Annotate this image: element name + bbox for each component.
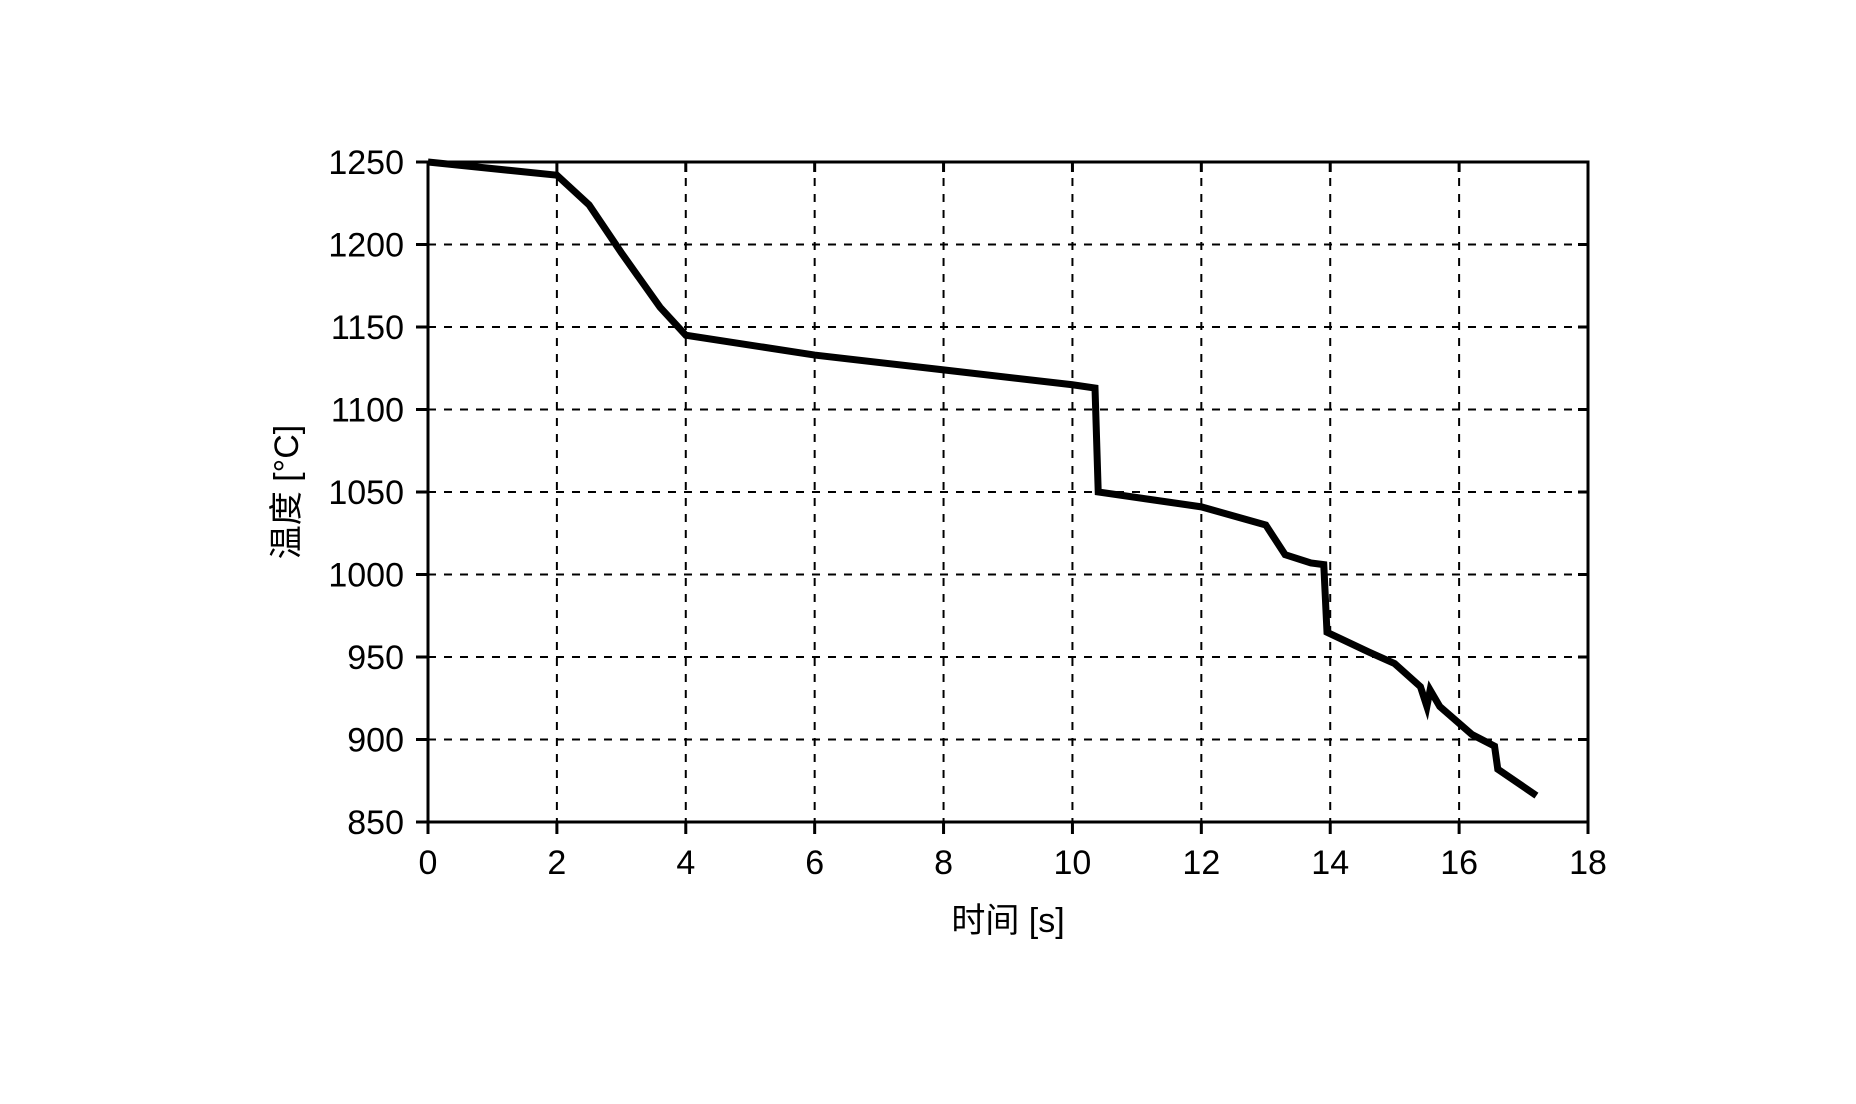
y-axis-label: 温度 [°C] [268,425,306,560]
y-tick-label: 1100 [331,391,404,429]
x-tick-label: 0 [419,844,438,882]
y-tick-label: 950 [347,639,404,677]
y-tick-label: 1250 [328,144,404,182]
y-tick-label: 900 [347,721,404,759]
temperature-time-chart: 0 2 4 6 8 10 12 14 16 18 850 900 950 1000 1050 1100 1150… [228,122,1628,982]
x-tick-label: 4 [676,844,695,882]
x-tick-label: 8 [934,844,953,882]
y-tick-label: 1050 [328,474,404,512]
x-tick-label: 18 [1569,844,1607,882]
x-axis-label: 时间 [s] [951,902,1064,940]
x-tick-label: 12 [1182,844,1220,882]
x-tick-label: 16 [1440,844,1478,882]
y-tick-label: 1150 [331,309,404,347]
x-tick-label: 14 [1311,844,1349,882]
x-tick-label: 2 [547,844,566,882]
y-tick-label: 1200 [328,226,404,264]
chart-container: 0 2 4 6 8 10 12 14 16 18 850 900 950 1000 1050 1100 1150… [228,122,1628,982]
y-tick-label: 1000 [328,556,404,594]
y-tick-label: 850 [347,804,404,842]
x-tick-label: 10 [1054,844,1092,882]
x-tick-label: 6 [805,844,824,882]
